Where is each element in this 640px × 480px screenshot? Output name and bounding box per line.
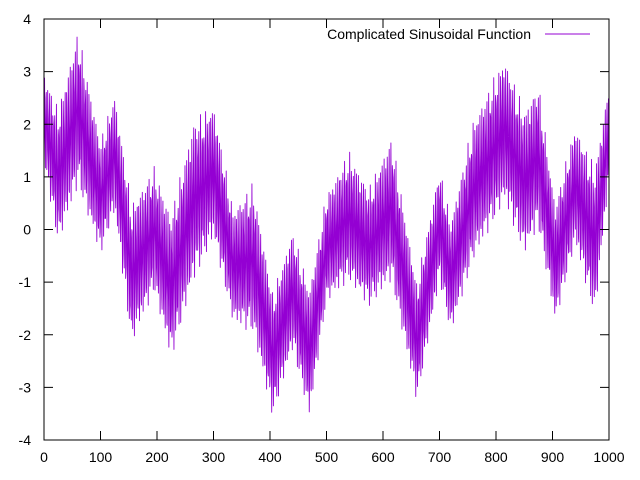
- y-tick-label: 4: [23, 11, 31, 27]
- y-tick-label: -2: [19, 327, 32, 343]
- series-layer: [43, 36, 610, 413]
- x-tick-label: 0: [40, 449, 48, 465]
- series-line: [43, 36, 610, 413]
- legend-label: Complicated Sinusoidal Function: [327, 26, 531, 42]
- legend: Complicated Sinusoidal Function: [327, 26, 590, 42]
- y-tick-label: -1: [19, 274, 32, 290]
- x-tick-label: 700: [428, 449, 452, 465]
- x-tick-label: 200: [145, 449, 169, 465]
- x-tick-label: 100: [89, 449, 113, 465]
- x-tick-label: 400: [258, 449, 282, 465]
- axes-layer: 0 100 200 300 400 500 600 700 800 900 1000 -4 -3 -2 -1…: [19, 11, 625, 465]
- y-tick-label: -3: [19, 379, 32, 395]
- x-tick-label: 900: [541, 449, 565, 465]
- y-tick-label: -4: [19, 432, 32, 448]
- x-tick-label: 1000: [593, 449, 624, 465]
- x-tick-label: 600: [371, 449, 395, 465]
- x-tick-label: 500: [315, 449, 339, 465]
- y-tick-label: 1: [23, 169, 31, 185]
- y-tick-label: 0: [23, 222, 31, 238]
- x-tick-label: 800: [484, 449, 508, 465]
- y-tick-label: 2: [23, 116, 31, 132]
- x-tick-label: 300: [202, 449, 226, 465]
- y-tick-label: 3: [23, 64, 31, 80]
